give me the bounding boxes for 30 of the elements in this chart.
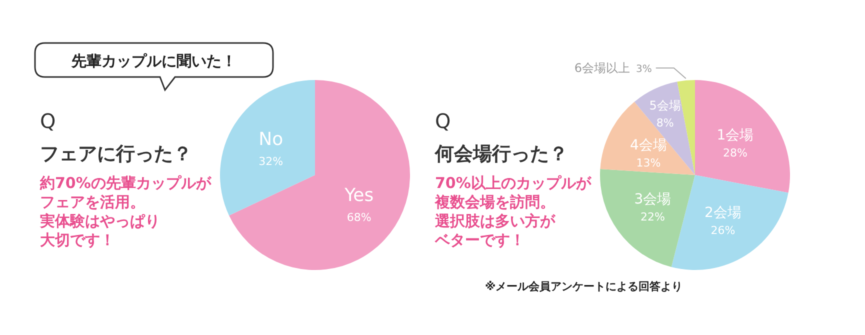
text: Q — [435, 109, 451, 133]
text: ベターです！ — [434, 231, 525, 249]
text: フェアを活用。 — [40, 193, 145, 211]
data-label: 8% — [656, 116, 674, 130]
data-label: 22% — [640, 210, 665, 224]
slice-label: 2会場 — [704, 205, 742, 222]
data-label: 28% — [723, 146, 748, 160]
slice-label: 3会場 — [634, 192, 672, 208]
text: フェアに行った？ — [40, 143, 192, 165]
slice-label: 4会場 — [630, 137, 667, 154]
data-label: 3% — [636, 64, 652, 75]
text: 選択肢は多い方が — [434, 212, 556, 230]
data-label: 68% — [346, 210, 372, 224]
slice-label: No — [258, 129, 284, 150]
text: Q — [40, 109, 56, 133]
text: 約70%の先輩カップルが — [39, 174, 212, 192]
text: ※メール会員アンケートによる回答より — [485, 280, 683, 293]
text: 実体験はやっぱり — [39, 212, 160, 230]
slice-label: 1会場 — [716, 128, 754, 144]
data-label: 32% — [258, 155, 284, 168]
slice-label: 6会場以上 — [574, 61, 630, 75]
text: 複数会場を訪問。 — [434, 193, 555, 211]
data-label: 13% — [636, 156, 661, 170]
slice-label: 5会場 — [649, 98, 681, 112]
text: 何会場行った？ — [434, 143, 568, 165]
text: 70%以上のカップルが — [435, 174, 592, 192]
data-label: 26% — [710, 224, 736, 238]
text: 先輩カップルに聞いた！ — [70, 52, 236, 70]
text: 大切です！ — [40, 231, 115, 249]
slice-label: Yes — [344, 184, 374, 206]
